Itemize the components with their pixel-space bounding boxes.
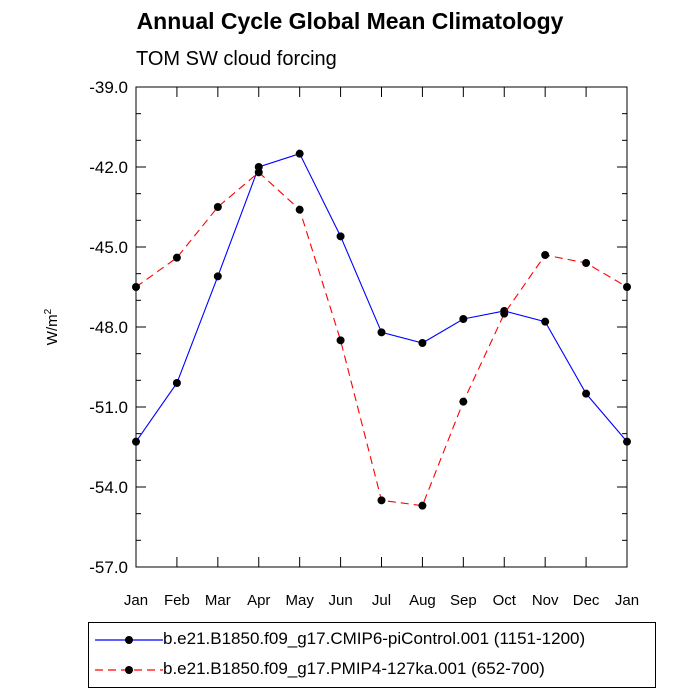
chart-subtitle: TOM SW cloud forcing [136,48,337,70]
y-tick-label: -54.0 [89,478,128,497]
x-tick-label: May [285,592,314,609]
data-point [377,496,386,505]
series-line-0 [135,152,628,443]
legend-entry-0: b.e21.B1850.f09_g17.CMIP6-piControl.001 … [89,625,655,655]
x-tick-label: Feb [164,592,190,609]
x-tick-label: Sep [450,592,477,609]
x-tick-label: Jan [615,592,639,609]
data-point [172,253,181,262]
y-tick-label: -42.0 [89,158,128,177]
y-tick-label: -45.0 [89,238,128,257]
chart-title: Annual Cycle Global Mean Climatology [136,8,564,34]
data-point [336,336,345,345]
x-tick-label: Jun [328,592,352,609]
data-point [582,259,591,267]
data-point [132,437,140,446]
data-point [623,283,631,291]
legend-line-icon [95,666,163,674]
y-tick-label: -51.0 [89,398,128,417]
data-point [336,232,345,241]
x-tick-label: Dec [573,592,600,609]
y-axis-label: W/m2 [43,308,61,345]
chart-legend: b.e21.B1850.f09_g17.CMIP6-piControl.001 … [88,622,656,688]
data-point [254,168,263,177]
data-point [213,272,222,281]
y-tick-label: -48.0 [89,318,128,337]
data-point [541,251,550,259]
data-point [418,339,427,347]
data-point [295,149,304,158]
data-point [213,203,222,211]
y-tick-label: -57.0 [89,558,128,577]
x-tick-label: Nov [532,592,559,609]
plot-frame [135,86,628,568]
data-point [418,501,427,510]
data-point [623,437,631,446]
y-tick-label: -39.0 [89,78,128,97]
data-point [295,205,304,214]
x-tick-label: Aug [409,592,436,609]
legend-line-icon [95,636,163,644]
data-point [172,379,181,387]
data-point [377,328,386,337]
legend-label: b.e21.B1850.f09_g17.PMIP4-127ka.001 (652… [163,659,545,678]
x-tick-label: Apr [247,592,270,609]
data-point [500,309,509,318]
data-point [541,317,550,326]
x-tick-label: Jan [124,592,148,609]
legend-entry-1: b.e21.B1850.f09_g17.PMIP4-127ka.001 (652… [89,655,655,685]
data-point [459,397,468,406]
data-point [582,389,591,398]
data-point [132,283,140,291]
x-tick-label: Mar [205,592,231,609]
data-point [459,315,468,323]
series-line-1 [135,171,628,507]
x-tick-label: Oct [493,592,517,609]
legend-label: b.e21.B1850.f09_g17.CMIP6-piControl.001 … [163,629,586,648]
x-tick-label: Jul [372,592,391,609]
